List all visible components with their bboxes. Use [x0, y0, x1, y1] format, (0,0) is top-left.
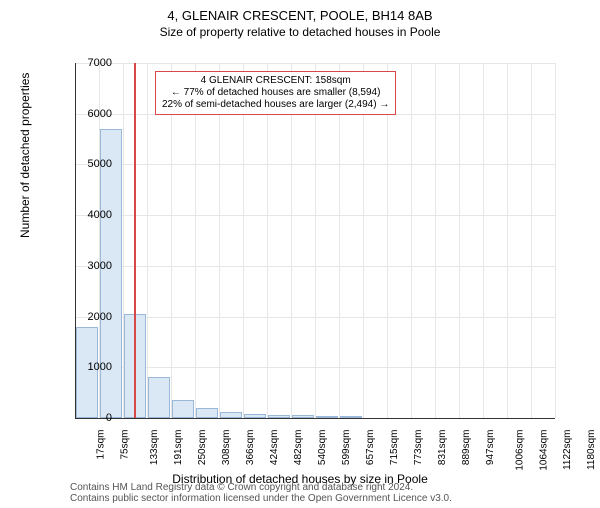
histogram-chart: 4 GLENAIR CRESCENT: 158sqm← 77% of detac… [75, 63, 555, 418]
grid-line [291, 63, 292, 418]
grid-line [387, 63, 388, 418]
histogram-bar [220, 412, 242, 418]
xtick-label: 366sqm [245, 430, 256, 466]
ytick-label: 2000 [72, 311, 112, 323]
histogram-bar [100, 129, 122, 418]
xtick-label: 540sqm [317, 430, 328, 466]
grid-line [243, 63, 244, 418]
ytick-label: 7000 [72, 57, 112, 69]
page-subtitle: Size of property relative to detached ho… [0, 25, 600, 39]
histogram-bar [268, 415, 290, 418]
xtick-label: 715sqm [389, 430, 400, 466]
histogram-bar [244, 414, 266, 418]
grid-line [507, 63, 508, 418]
histogram-bar [340, 416, 362, 418]
ytick-label: 6000 [72, 108, 112, 120]
grid-line [411, 63, 412, 418]
page-title: 4, GLENAIR CRESCENT, POOLE, BH14 8AB [0, 8, 600, 23]
xtick-label: 1122sqm [562, 430, 573, 470]
xtick-label: 482sqm [293, 430, 304, 466]
xtick-label: 1180sqm [586, 430, 597, 470]
xtick-label: 250sqm [197, 430, 208, 466]
grid-line [435, 63, 436, 418]
footer-line-2: Contains public sector information licen… [70, 493, 452, 504]
ytick-label: 3000 [72, 260, 112, 272]
y-axis-label: Number of detached properties [18, 73, 32, 238]
grid-line [483, 63, 484, 418]
xtick-label: 831sqm [437, 430, 448, 466]
histogram-bar [316, 416, 338, 418]
xtick-label: 308sqm [221, 430, 232, 466]
grid-line [195, 63, 196, 418]
xtick-label: 889sqm [461, 430, 472, 466]
ytick-label: 0 [72, 412, 112, 424]
xtick-label: 424sqm [269, 430, 280, 466]
annotation-line: ← 77% of detached houses are smaller (8,… [162, 87, 389, 99]
xtick-label: 133sqm [149, 430, 160, 466]
xtick-label: 657sqm [365, 430, 376, 466]
property-marker-line [134, 63, 136, 418]
histogram-bar [292, 415, 314, 418]
footer-line-1: Contains HM Land Registry data © Crown c… [70, 482, 452, 493]
xtick-label: 75sqm [120, 430, 131, 460]
xtick-label: 17sqm [96, 430, 107, 460]
annotation-line: 4 GLENAIR CRESCENT: 158sqm [162, 75, 389, 87]
xtick-label: 773sqm [413, 430, 424, 466]
histogram-bar [148, 377, 170, 418]
ytick-label: 4000 [72, 209, 112, 221]
xtick-label: 1064sqm [539, 430, 550, 471]
grid-line [531, 63, 532, 418]
ytick-label: 5000 [72, 158, 112, 170]
annotation-box: 4 GLENAIR CRESCENT: 158sqm← 77% of detac… [155, 71, 396, 115]
x-axis [75, 418, 555, 419]
xtick-label: 191sqm [173, 430, 184, 466]
grid-line [363, 63, 364, 418]
annotation-line: 22% of semi-detached houses are larger (… [162, 99, 389, 111]
xtick-label: 947sqm [485, 430, 496, 466]
grid-line [555, 63, 556, 418]
grid-line [267, 63, 268, 418]
xtick-label: 1006sqm [515, 430, 526, 471]
histogram-bar [172, 400, 194, 418]
grid-line [459, 63, 460, 418]
histogram-bar [196, 408, 218, 418]
grid-line [171, 63, 172, 418]
xtick-label: 599sqm [341, 430, 352, 466]
grid-line [147, 63, 148, 418]
footer-attribution: Contains HM Land Registry data © Crown c… [70, 482, 452, 504]
ytick-label: 1000 [72, 361, 112, 373]
grid-line [315, 63, 316, 418]
grid-line [219, 63, 220, 418]
grid-line [339, 63, 340, 418]
